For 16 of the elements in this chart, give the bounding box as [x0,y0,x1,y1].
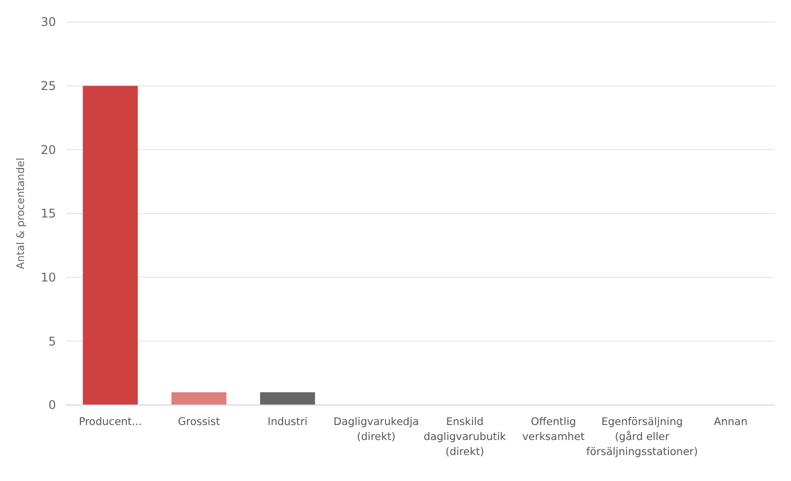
x-tick-label: Producent... [78,416,142,428]
x-tick-label: Grossist [178,416,220,428]
y-tick-label: 25 [40,79,56,94]
y-tick-label: 20 [40,142,56,157]
x-tick-label: Egenförsäljning (gård eller försäljningsstationer) [586,416,698,458]
y-tick-label: 10 [40,270,56,285]
x-tick-label: Industri [268,416,308,428]
y-tick-label: 0 [48,398,56,412]
y-tick-label: 30 [40,15,56,30]
x-tick-label: Enskild dagligvarubutik (direkt) [424,416,507,458]
y-tick-label: 15 [40,206,56,221]
y-tick-label: 5 [48,334,56,348]
x-tick-label: Offentlig verksamhet [522,416,585,443]
y-axis-title: Antal & procentandel [15,158,27,270]
x-tick-label: Dagligvarukedja (direkt) [333,416,419,443]
x-tick-label: Annan [714,416,748,428]
